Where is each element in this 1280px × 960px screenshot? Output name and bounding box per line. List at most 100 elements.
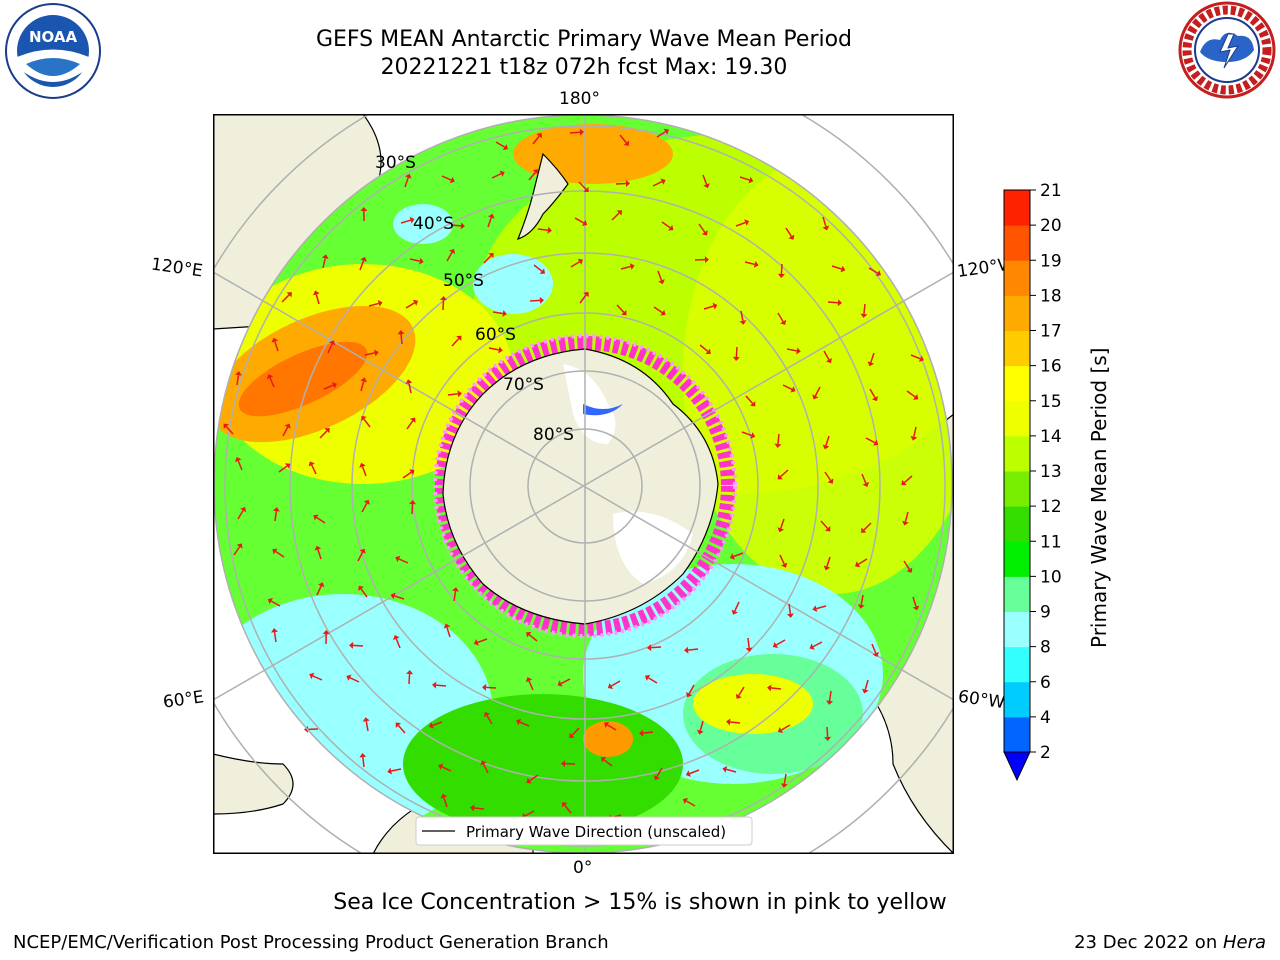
wave-arrow-shaft: [441, 175, 452, 181]
wave-arrow-shaft: [642, 731, 654, 734]
wave-arrow-shaft: [278, 465, 288, 473]
wave-arrow-shaft: [739, 176, 750, 181]
nws-logo: [1178, 1, 1276, 99]
wave-arrow-head: [812, 605, 818, 612]
wave-arrow-shaft: [868, 267, 878, 274]
lat-label-30s: 30°S: [375, 153, 416, 173]
wave-arrow-head: [409, 216, 415, 224]
wave-arrow-shaft: [317, 549, 322, 560]
wave-arrow-head: [823, 565, 831, 571]
wave-arrow-head: [660, 178, 666, 185]
wave-arrow-head: [502, 144, 509, 151]
wave-arrow-head: [910, 435, 918, 441]
wave-arrow-shaft: [656, 131, 666, 138]
wave-arrow-shaft: [408, 383, 412, 394]
wave-arrow-head: [488, 252, 494, 259]
wave-arrow-head: [735, 693, 742, 699]
wave-arrow-shaft: [323, 384, 334, 390]
wave-arrow-shaft: [402, 471, 412, 479]
wave-arrow-head: [360, 256, 367, 262]
wave-arrow-head: [561, 760, 566, 768]
wave-arrow-shaft: [408, 673, 411, 685]
wave-arrow-head: [397, 330, 405, 335]
wave-arrow-shaft: [826, 556, 831, 567]
wave-arrow-shaft: [447, 393, 459, 396]
colorbar-segment: [1004, 646, 1030, 683]
lat-label-50s: 50°S: [443, 271, 484, 291]
wave-arrow-head: [653, 774, 660, 781]
wave-arrow-head: [583, 186, 589, 193]
wave-arrow-head: [393, 634, 400, 641]
wave-arrow-head: [809, 643, 815, 650]
wave-arrow-shaft: [533, 264, 543, 272]
wave-arrow-head: [840, 265, 846, 273]
colorbar-tick-label: 10: [1040, 567, 1062, 587]
wave-arrow-shaft: [650, 646, 662, 649]
wave-arrow-head: [532, 169, 539, 175]
wave-arrow-head: [272, 507, 280, 512]
wave-arrow-head: [647, 644, 652, 652]
wave-arrow-shaft: [871, 643, 877, 654]
lon-label-bottom: 0°: [573, 858, 593, 878]
wave-arrow-head: [449, 248, 456, 255]
wave-arrow-head: [913, 394, 919, 400]
colorbar-segment: [1004, 506, 1030, 542]
wave-arrow-shaft: [822, 216, 827, 227]
wave-arrow-head: [861, 688, 869, 694]
wave-arrow-head: [729, 553, 735, 560]
wave-arrow-head: [557, 680, 563, 687]
colorbar-tick-label: 15: [1040, 392, 1062, 412]
wave-arrow-head: [780, 783, 788, 788]
wave-arrow-head: [328, 340, 336, 346]
wave-arrow-head: [516, 718, 522, 726]
wave-arrow-head: [547, 226, 552, 234]
wave-arrow-head: [322, 630, 330, 635]
wave-arrow-shaft: [869, 388, 876, 399]
colorbar-tick-label: 12: [1040, 497, 1062, 517]
wave-arrow-shaft: [780, 263, 783, 275]
wave-arrow-shaft: [361, 502, 368, 513]
wave-arrow-shaft: [745, 395, 754, 404]
wave-arrow-head: [359, 548, 366, 554]
wave-arrow-shaft: [864, 679, 869, 690]
wave-arrow-head: [482, 683, 487, 691]
wave-arrow-head: [502, 310, 507, 317]
wave-arrow-head: [701, 230, 708, 236]
wave-arrow-shaft: [661, 221, 671, 229]
wave-arrow-head: [862, 481, 870, 487]
wave-arrow-shaft: [861, 473, 867, 484]
wave-arrow-shaft: [349, 677, 360, 683]
wave-arrow-head: [387, 767, 392, 775]
footer-date-text: 23 Dec 2022 on: [1074, 932, 1223, 953]
wave-arrow-head: [901, 479, 907, 486]
wave-arrow-shaft: [486, 715, 493, 725]
lon-label-lower-left: 60°E: [161, 687, 206, 713]
wave-arrow-shaft: [451, 338, 460, 347]
wave-arrow-shaft: [903, 560, 911, 570]
wave-arrow-shaft: [698, 223, 706, 233]
wave-arrow-head: [861, 527, 867, 533]
wave-arrow-head: [774, 443, 782, 448]
wave-arrow-head: [824, 736, 832, 741]
wave-arrow-shaft: [775, 639, 786, 646]
wave-arrow-head: [312, 290, 320, 296]
wave-arrow-shaft: [405, 302, 415, 309]
wave-arrow-head: [668, 224, 674, 231]
wave-arrow-shaft: [397, 725, 406, 734]
wave-arrow-shaft: [860, 594, 864, 605]
wave-arrow-shaft: [404, 177, 409, 188]
wave-arrow-shaft: [524, 810, 535, 817]
wave-arrow-shaft: [322, 258, 326, 269]
wave-arrow-head: [449, 176, 455, 184]
wave-arrow-head: [906, 567, 913, 573]
wave-arrow-shaft: [828, 690, 832, 702]
wave-arrow-shaft: [398, 558, 409, 564]
colorbar-tick-label: 20: [1040, 216, 1062, 236]
colorbar-segment: [1004, 400, 1030, 437]
wave-arrow-shaft: [734, 601, 740, 612]
wave-arrow-shaft: [779, 554, 785, 565]
colorbar-tick-label: 18: [1040, 286, 1062, 306]
wave-arrow-shaft: [578, 181, 587, 190]
wave-arrow-shaft: [316, 585, 322, 596]
wave-arrow-head: [867, 361, 875, 367]
